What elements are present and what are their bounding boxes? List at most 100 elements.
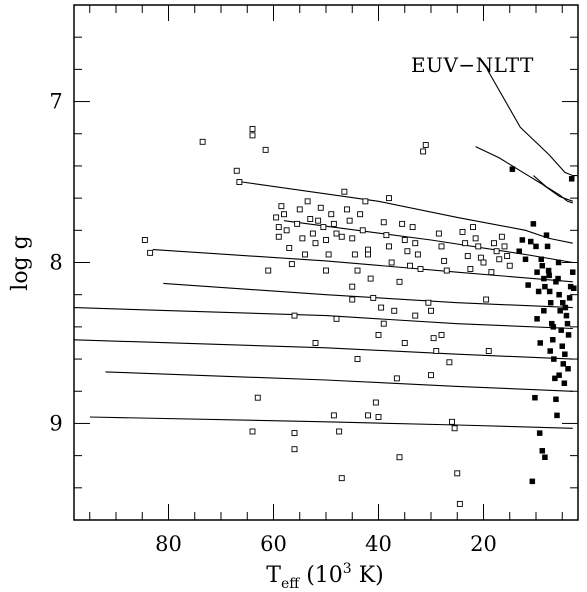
filled-point (564, 320, 571, 327)
y-axis-label: log g (8, 235, 33, 290)
open-point (365, 412, 371, 419)
filled-point (560, 299, 566, 306)
open-point (443, 267, 450, 274)
filled-point (546, 288, 553, 295)
open-point (417, 265, 424, 272)
open-point (354, 267, 361, 274)
filled-point (552, 375, 558, 382)
open-point (375, 414, 382, 420)
model-curve (105, 371, 573, 392)
open-point (349, 283, 356, 290)
open-point (480, 259, 487, 266)
y-tick-label: 7 (49, 90, 62, 114)
open-point (317, 204, 324, 211)
filled-square-series (509, 166, 577, 485)
open-point (344, 206, 350, 213)
filled-point (541, 308, 547, 314)
open-point (401, 237, 408, 243)
filled-point (541, 275, 547, 282)
open-point (412, 240, 419, 247)
open-point (236, 179, 243, 185)
open-point (357, 211, 364, 218)
curve-annotation: EUV−NLTT (411, 53, 534, 77)
filled-point (550, 337, 556, 343)
model-curve (241, 181, 573, 244)
filled-point (545, 267, 552, 274)
model-curve (89, 416, 573, 429)
model-curve (475, 146, 573, 202)
open-point (291, 312, 298, 319)
filled-point (528, 238, 534, 245)
filled-point (532, 394, 538, 401)
y-tick-label: 9 (49, 411, 62, 435)
open-point (428, 372, 434, 379)
open-point (401, 340, 408, 346)
open-point (249, 125, 256, 132)
filled-point (559, 343, 565, 349)
open-point (501, 243, 508, 250)
open-point (291, 446, 298, 453)
open-point (496, 256, 503, 263)
open-point (396, 454, 403, 461)
open-point (372, 399, 379, 406)
open-point (294, 220, 301, 227)
open-point (386, 195, 392, 202)
open-point (262, 146, 269, 153)
filled-point (556, 372, 562, 378)
open-point (370, 294, 377, 301)
open-point (396, 278, 403, 285)
open-point (493, 248, 500, 255)
open-point (141, 237, 148, 243)
open-point (365, 251, 371, 258)
model-curve (533, 175, 573, 204)
open-point (249, 132, 256, 139)
open-point (504, 253, 511, 260)
open-point (275, 224, 282, 231)
open-point (299, 235, 306, 242)
filled-point (547, 299, 554, 306)
open-point (346, 217, 353, 224)
open-point (391, 307, 398, 314)
filled-point (522, 256, 529, 263)
open-point (459, 228, 466, 235)
open-point (393, 375, 400, 382)
open-point (422, 142, 429, 148)
filled-point (562, 304, 569, 311)
open-point (412, 312, 419, 319)
model-curve (152, 249, 573, 283)
open-point (430, 335, 437, 342)
filled-point (570, 269, 576, 275)
open-point (464, 253, 471, 260)
filled-point (571, 285, 577, 291)
open-point (307, 216, 314, 222)
open-point (462, 240, 469, 247)
open-point (323, 267, 329, 274)
open-point (446, 359, 453, 366)
filled-point (555, 259, 562, 266)
open-point (383, 232, 390, 239)
open-point (438, 331, 445, 338)
open-point (249, 428, 256, 435)
x-tick-label: 80 (155, 532, 182, 556)
open-point (428, 307, 434, 314)
open-point (498, 233, 505, 240)
open-point (338, 233, 345, 240)
filled-point (562, 351, 568, 357)
filled-point (556, 291, 562, 298)
open-point (351, 251, 358, 258)
open-point (330, 412, 337, 419)
open-point (399, 220, 406, 227)
open-point (438, 243, 445, 250)
open-point (506, 262, 513, 269)
open-point (433, 348, 440, 354)
filled-point (543, 232, 550, 238)
filled-point (554, 412, 560, 419)
open-point (278, 203, 285, 210)
open-point (265, 267, 272, 274)
open-point (288, 261, 295, 268)
open-point (386, 243, 392, 250)
open-point (483, 296, 490, 303)
open-point (362, 198, 369, 205)
filled-point (519, 237, 526, 243)
